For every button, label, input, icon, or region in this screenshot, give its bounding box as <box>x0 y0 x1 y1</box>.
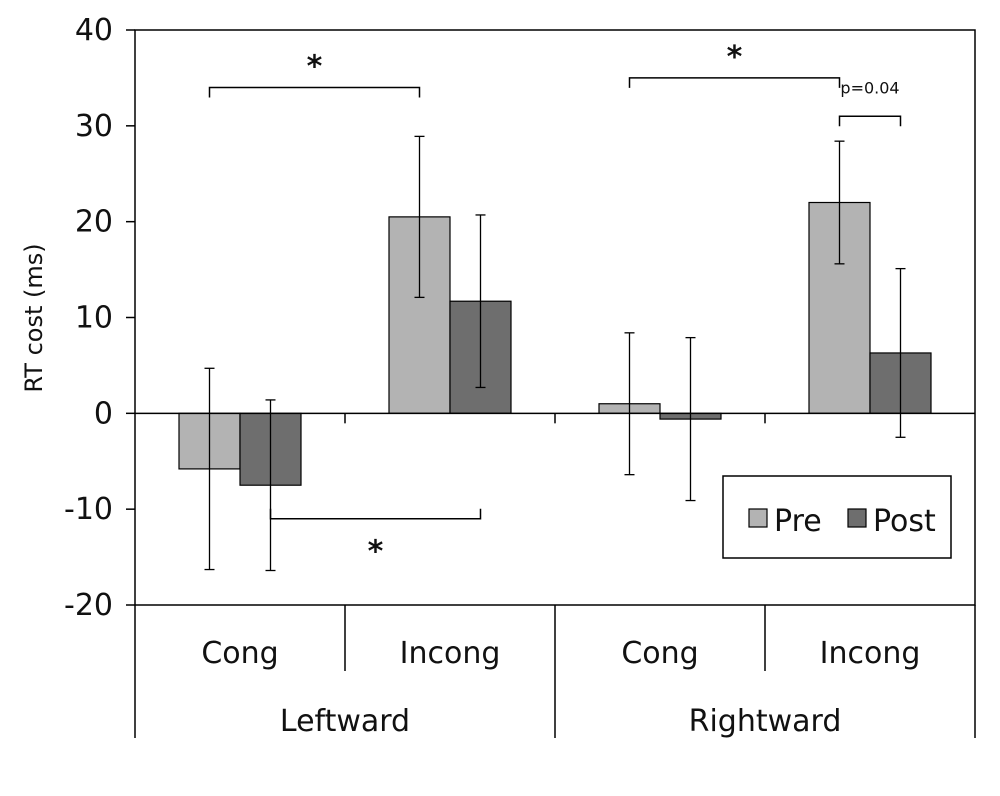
category-label: Cong <box>621 636 698 671</box>
y-tick-label: 0 <box>94 396 113 431</box>
significance-label: * <box>727 40 743 75</box>
error-bars <box>204 135 906 572</box>
significance-bracket <box>838 115 902 127</box>
legend-label-post: Post <box>873 504 936 539</box>
category-label: Cong <box>201 636 278 671</box>
y-tick-label: 40 <box>75 13 113 48</box>
group-label: Rightward <box>689 704 842 739</box>
y-axis-label: RT cost (ms) <box>20 243 48 392</box>
significance-bracket <box>269 508 482 520</box>
y-tick-label: 30 <box>75 109 113 144</box>
bars <box>178 201 932 486</box>
significance-annotations: * * * p=0.04 <box>208 40 902 570</box>
significance-label: p=0.04 <box>840 78 899 97</box>
legend: Pre Post <box>722 475 952 559</box>
y-tick-label: -20 <box>64 588 113 623</box>
group-label: Leftward <box>280 704 410 739</box>
legend-swatch-post <box>847 508 867 528</box>
y-tick-label: 20 <box>75 205 113 240</box>
legend-label-pre: Pre <box>774 504 822 539</box>
significance-label: * <box>368 535 384 570</box>
significance-label: * <box>307 50 323 85</box>
significance-bracket <box>208 86 421 98</box>
y-axis: 40 30 20 10 0 -10 -20 <box>64 13 135 623</box>
legend-swatch-pre <box>748 508 768 528</box>
category-label: Incong <box>820 636 921 671</box>
legend-box <box>722 475 952 559</box>
y-tick-label: -10 <box>64 492 113 527</box>
x-axis: Cong Incong Cong Incong Leftward Rightward <box>134 413 976 739</box>
category-label: Incong <box>400 636 501 671</box>
significance-bracket <box>628 77 841 88</box>
y-tick-label: 10 <box>75 301 113 336</box>
